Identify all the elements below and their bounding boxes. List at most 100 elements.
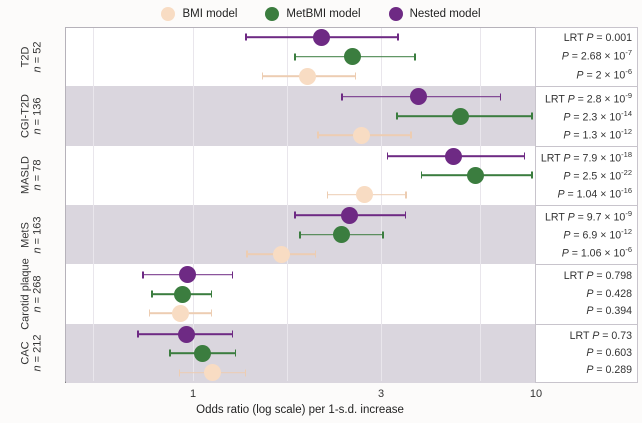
odds-ratio-dot — [203, 364, 221, 382]
odds-ratio-dot — [273, 245, 291, 263]
pvalue-box: LRT P = 0.73 P = 0.603 P = 0.289 — [535, 323, 638, 383]
odds-ratio-dot — [341, 206, 359, 224]
odds-ratio-dot — [355, 186, 373, 204]
odds-ratio-dot — [332, 226, 350, 244]
ci-cap — [404, 211, 407, 219]
odds-ratio-dot — [445, 147, 463, 165]
pvalue-box: LRT P = 0.798 P = 0.428 P = 0.394 — [535, 264, 638, 325]
odds-ratio-dot — [353, 126, 371, 144]
ci-cap — [326, 191, 329, 199]
odds-ratio-dot — [194, 344, 212, 362]
pvalue-line: P = 0.603 — [586, 346, 632, 359]
ci-cap — [294, 211, 297, 219]
pvalue-line: P = 2.3 × 10-14 — [563, 108, 632, 124]
pvalue-line: P = 0.289 — [586, 363, 632, 376]
odds-ratio-dot — [466, 166, 484, 184]
ci-cap — [531, 112, 533, 120]
ci-cap — [244, 369, 247, 377]
ci-cap — [234, 349, 237, 357]
ci-cap — [210, 309, 213, 317]
ci-cap — [499, 93, 502, 101]
metbmi-model-dot-icon — [265, 7, 280, 21]
category-n: n = 212 — [31, 334, 44, 372]
odds-ratio-dot — [343, 48, 361, 66]
pvalue-box: LRT P = 0.001 P = 2.68 × 10-7 P = 2 × 10-6 — [535, 27, 638, 88]
legend-label: BMI model — [182, 8, 238, 20]
odds-ratio-dot — [312, 28, 330, 46]
ci-cap — [142, 271, 144, 279]
nested-model-dot-icon — [388, 7, 403, 21]
x-axis-title: Odds ratio (log scale) per 1-s.d. increa… — [196, 404, 404, 416]
ci-cap — [231, 330, 234, 338]
pvalue-line: P = 0.394 — [586, 305, 632, 318]
pvalue-line: LRT P = 0.73 — [569, 329, 632, 342]
ci-cap — [148, 309, 151, 317]
pvalue-line: P = 2 × 10-6 — [576, 66, 632, 82]
pvalue-line: P = 0.428 — [586, 287, 632, 300]
odds-ratio-dot — [299, 67, 317, 85]
odds-ratio-dot — [177, 325, 195, 343]
legend-item-nested-model: Nested model — [388, 7, 481, 21]
gridline — [193, 28, 194, 381]
ci-cap — [178, 369, 181, 377]
gridline — [381, 28, 382, 381]
ci-cap — [414, 53, 416, 61]
pvalue-line: P = 2.68 × 10-7 — [561, 48, 632, 63]
ci-cap — [382, 231, 385, 239]
pvalue-line: P = 1.3 × 10-12 — [563, 126, 632, 142]
ci-cap — [523, 152, 526, 160]
pvalue-line: LRT P = 7.9 × 10-18 — [540, 149, 632, 165]
ci-cap — [531, 171, 533, 179]
pvalue-box: LRT P = 7.9 × 10-18 P = 2.5 × 10-22 P = 1.… — [535, 145, 638, 206]
pvalue-line: P = 1.04 × 10-16 — [557, 185, 632, 201]
ci-cap — [137, 330, 139, 338]
x-tick-label: 1 — [189, 388, 197, 400]
x-tick-label: 10 — [529, 388, 543, 400]
ci-cap — [354, 72, 357, 80]
ci-cap — [169, 349, 171, 357]
ci-cap — [231, 271, 234, 279]
pvalue-line: P = 1.06 × 10-6 — [561, 245, 632, 260]
ci-cap — [210, 290, 213, 298]
ci-cap — [386, 152, 389, 160]
pvalue-box: LRT P = 2.8 × 10-9 P = 2.3 × 10-14 P = 1.3… — [535, 86, 638, 147]
pvalue-line: LRT P = 2.8 × 10-9 — [545, 90, 632, 106]
legend: BMI model MetBMI model Nested model — [0, 2, 642, 26]
ci-cap — [341, 93, 343, 101]
odds-ratio-dot — [410, 88, 428, 106]
odds-ratio-dot — [179, 266, 197, 284]
ci-cap — [294, 53, 297, 61]
legend-item-metbmi-model: MetBMI model — [265, 7, 361, 21]
ci-cap — [410, 131, 412, 139]
legend-label: Nested model — [409, 8, 481, 20]
ci-cap — [246, 250, 248, 258]
odds-ratio-dot — [452, 107, 470, 125]
ci-cap — [405, 191, 408, 199]
ci-cap — [150, 290, 153, 298]
ci-cap — [317, 131, 319, 139]
gridline — [480, 28, 481, 381]
pvalue-line: P = 6.9 × 10-12 — [563, 227, 632, 242]
odds-ratio-dot — [174, 285, 192, 303]
category-label: CAC n = 212 — [2, 324, 62, 383]
pvalue-line: LRT P = 0.798 — [563, 270, 632, 283]
gridline — [93, 28, 94, 381]
legend-item-bmi-model: BMI model — [161, 7, 237, 21]
pvalue-line: LRT P = 0.001 — [563, 31, 632, 44]
ci-cap — [261, 72, 264, 80]
bmi-model-dot-icon — [161, 7, 176, 21]
ci-cap — [396, 112, 398, 120]
legend-label: MetBMI model — [286, 8, 361, 20]
category-label-text: CAC n = 212 — [19, 315, 45, 391]
ci-cap — [314, 250, 317, 258]
category-name: CAC — [19, 341, 32, 365]
ci-cap — [245, 33, 247, 41]
pvalue-line: LRT P = 9.7 × 10-9 — [545, 209, 632, 224]
ci-cap — [420, 171, 423, 179]
odds-ratio-dot — [172, 304, 190, 322]
pvalue-line: P = 2.5 × 10-22 — [563, 167, 632, 183]
ci-cap — [299, 231, 301, 239]
ci-cap — [397, 33, 399, 41]
